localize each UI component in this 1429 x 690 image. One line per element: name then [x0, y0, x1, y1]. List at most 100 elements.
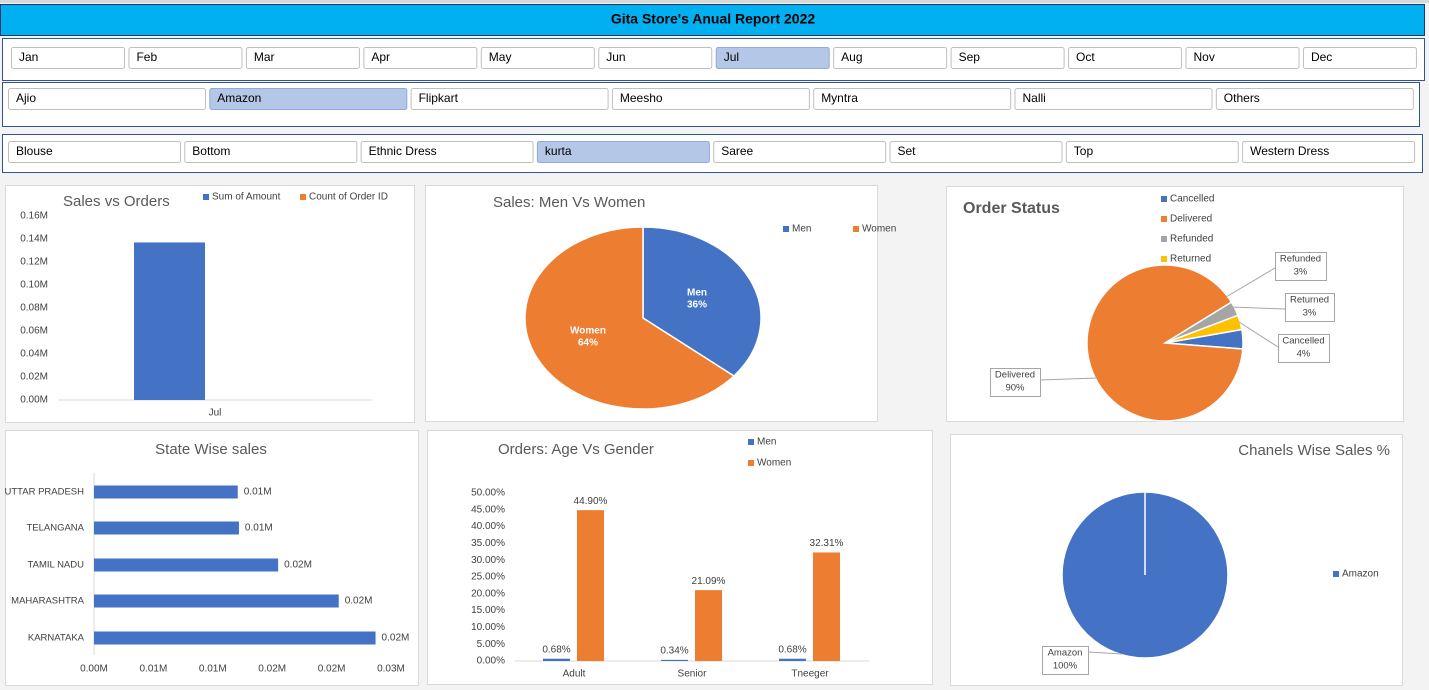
data-label: 100% [1053, 661, 1078, 672]
x-tick-label: 0.01M [199, 664, 227, 675]
legend-label: Returned [1170, 254, 1211, 265]
slicer-button[interactable] [128, 47, 243, 69]
data-label: 32.31% [810, 538, 844, 549]
slicer-button-label[interactable]: Flipkart [419, 91, 459, 105]
slicer-button[interactable] [11, 47, 125, 69]
legend-label: Delivered [1170, 214, 1212, 225]
slicer-button[interactable] [1014, 88, 1213, 110]
legend-swatch [783, 226, 789, 232]
slicer-button[interactable] [536, 141, 710, 163]
chart-title: Sales: Men Vs Women [493, 194, 645, 211]
slicer-button-label[interactable]: May [489, 50, 512, 64]
slicer-button-label[interactable]: Ajio [16, 91, 36, 105]
data-label: 0.01M [245, 523, 273, 534]
legend-label: Count of Order ID [309, 192, 388, 203]
slicer-button-label[interactable]: Feb [136, 50, 157, 64]
slicer-button[interactable] [715, 47, 830, 69]
callout-box [1278, 334, 1330, 363]
slicer-button-label[interactable]: Bottom [192, 144, 230, 158]
slicer-button-label[interactable]: Top [1074, 144, 1094, 158]
data-label: 4% [1297, 349, 1311, 360]
slicer-button[interactable] [813, 88, 1012, 110]
slicer-button[interactable] [713, 141, 887, 163]
slicer-button-label[interactable]: Jan [19, 50, 38, 64]
y-tick-label: 50.00% [471, 488, 505, 499]
slicer-button-label[interactable]: Aug [841, 50, 862, 64]
slicer-button[interactable] [611, 88, 810, 110]
slicer-button-label[interactable]: Amazon [217, 91, 261, 105]
report-title: Gita Store's Anual Report 2022 [611, 11, 816, 27]
legend-label: Sum of Amount [212, 192, 281, 203]
callout-box [990, 368, 1041, 397]
legend-swatch [1161, 216, 1167, 222]
slicer-button-label[interactable]: Apr [371, 50, 390, 64]
slicer-button[interactable] [833, 47, 948, 69]
slicer-button-label[interactable]: Set [898, 144, 917, 158]
slicer-button[interactable] [363, 47, 478, 69]
legend-swatch [1161, 236, 1167, 242]
x-tick-label: 0.00M [80, 664, 108, 675]
x-tick-label: Senior [678, 669, 708, 680]
data-label: 3% [1294, 267, 1308, 278]
slicer-button-label[interactable]: Nalli [1023, 91, 1046, 105]
slicer-button-label[interactable]: Saree [721, 144, 753, 158]
slicer-button[interactable] [1302, 47, 1417, 69]
slicer-button-label[interactable]: Mar [254, 50, 275, 64]
data-label: Refunded [1280, 254, 1321, 265]
y-tick-label: 0.16M [20, 211, 48, 222]
legend-label: Men [792, 224, 811, 235]
data-label: Men [687, 288, 707, 299]
slicer-button-label[interactable]: Blouse [16, 144, 53, 158]
slicer-button-label[interactable]: Western Dress [1250, 144, 1329, 158]
y-tick-label: 30.00% [471, 555, 505, 566]
slicer-button-label[interactable]: Ethnic Dress [369, 144, 437, 158]
slicer-button[interactable] [1185, 47, 1300, 69]
leader-line [1039, 377, 1098, 381]
y-tick-label: 0.08M [20, 303, 48, 314]
slicer-button[interactable] [209, 88, 408, 110]
slicer-button-label[interactable]: Jun [606, 50, 625, 64]
y-tick-label: 35.00% [471, 538, 505, 549]
data-label: Returned [1290, 295, 1329, 306]
slicer-button-label[interactable]: Jul [724, 50, 739, 64]
legend-swatch [748, 460, 754, 466]
slicer-button-label[interactable]: Meesho [620, 91, 663, 105]
slicer-button[interactable] [889, 141, 1063, 163]
slicer-button[interactable] [480, 47, 595, 69]
slicer-button[interactable] [184, 141, 358, 163]
slicer-button[interactable] [1065, 141, 1239, 163]
leader-line [1087, 651, 1123, 655]
slicer-button[interactable] [8, 88, 206, 110]
slicer-button[interactable] [245, 47, 360, 69]
slicer-button[interactable] [1068, 47, 1183, 69]
legend-label: Men [757, 437, 776, 448]
legend-label: Women [862, 224, 896, 235]
data-label: Delivered [995, 370, 1035, 381]
slicer-button-label[interactable]: Myntra [821, 91, 858, 105]
slicer-button-label[interactable]: Dec [1311, 50, 1332, 64]
slicer-button-label[interactable]: Nov [1194, 50, 1215, 64]
slicer-button-label[interactable]: kurta [545, 144, 572, 158]
slicer-button-label[interactable]: Others [1224, 91, 1260, 105]
slicer-button[interactable] [410, 88, 609, 110]
slicer-button[interactable] [8, 141, 181, 163]
slicer-button[interactable] [598, 47, 713, 69]
data-label: 0.68% [542, 644, 570, 655]
legend-label: Cancelled [1170, 194, 1214, 205]
slicer-button[interactable] [360, 141, 534, 163]
y-tick-label: TAMIL NADU [28, 560, 85, 571]
chart-title: Order Status [963, 200, 1060, 217]
y-tick-label: 45.00% [471, 504, 505, 515]
bar [134, 242, 205, 400]
y-tick-label: 20.00% [471, 588, 505, 599]
x-tick-label: 0.01M [140, 664, 168, 675]
slicer-button-label[interactable]: Oct [1076, 50, 1095, 64]
data-label: 0.02M [284, 560, 312, 571]
data-label: Amazon [1048, 648, 1083, 659]
legend-swatch [748, 439, 754, 445]
slicer-button[interactable] [1242, 141, 1416, 163]
slicer-button[interactable] [1215, 88, 1414, 110]
slicer-button[interactable] [950, 47, 1065, 69]
slicer-button-label[interactable]: Sep [959, 50, 981, 64]
